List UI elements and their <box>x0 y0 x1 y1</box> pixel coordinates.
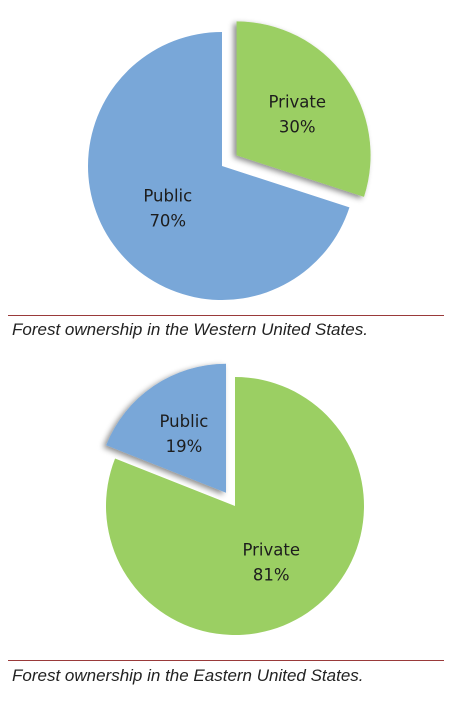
slice-label-public: Public <box>160 412 209 431</box>
slice-value-private: 81% <box>253 565 290 584</box>
pie-slice-public <box>106 363 227 493</box>
pie-slice-private <box>105 377 364 635</box>
chart-caption: Forest ownership in the Eastern United S… <box>12 666 364 685</box>
slice-value-public: 19% <box>166 437 203 456</box>
slice-label-private: Private <box>242 540 300 559</box>
caption-divider <box>8 315 444 316</box>
slice-label-public: Public <box>143 186 192 205</box>
pie-chart-eastern: Private 81% Public 19% <box>105 363 364 635</box>
pie-slice-public <box>88 32 350 301</box>
chart-eastern-us: Private 81% Public 19% Forest ownership in … <box>0 363 451 728</box>
slice-value-private: 30% <box>279 117 316 136</box>
chart-caption: Forest ownership in the Western United S… <box>12 320 368 339</box>
chart-western-us: Public 70% Private 30% Forest ownership in … <box>0 0 451 352</box>
slice-label-private: Private <box>269 92 327 111</box>
pie-slice-private <box>236 21 371 197</box>
caption-divider <box>8 660 444 661</box>
pie-chart-western: Public 70% Private 30% <box>88 21 371 301</box>
slice-value-public: 70% <box>149 211 186 230</box>
